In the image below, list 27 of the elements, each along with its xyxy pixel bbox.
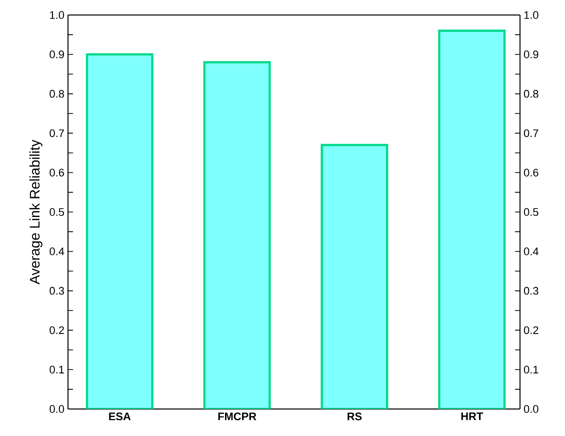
y-tick-label: 0.0: [50, 405, 64, 413]
y2-tick-label: 0.5: [524, 208, 538, 216]
y-tick-label: 0.5: [50, 208, 64, 216]
y-tick-label: 0.8: [50, 90, 64, 98]
y2-tick-label: 1.0: [524, 11, 538, 19]
y-tick-label: 0.4: [50, 248, 64, 256]
y2-tick-label: 0.8: [524, 90, 538, 98]
y-tick-label: 0.3: [50, 286, 64, 295]
y2-tick-label: 0.9: [524, 50, 538, 58]
y-tick-label: 0.1: [50, 366, 64, 374]
y2-tick-label: 0.1: [524, 366, 538, 374]
y-axis-title: Average Link Reliability: [29, 140, 42, 284]
y2-tick-label: 0.6: [524, 168, 538, 176]
y-tick-label: 0.6: [50, 168, 64, 176]
x-tick-label: ESA: [109, 412, 131, 420]
y2-tick-label: 0.3: [524, 286, 538, 295]
y-tick-label: 1.0: [50, 11, 64, 19]
y2-tick-label: 0.0: [524, 405, 538, 413]
y2-tick-label: 0.7: [524, 129, 538, 138]
y-tick-label: 0.7: [50, 129, 64, 138]
x-tick-label: RS: [348, 412, 362, 420]
y2-tick-label: 0.4: [524, 248, 538, 256]
x-tick-label: HRT: [461, 412, 484, 420]
x-tick-label: FMCPR: [218, 412, 256, 420]
y2-tick-label: 0.2: [524, 326, 538, 334]
y-tick-label: 0.9: [50, 50, 64, 58]
y-tick-label: 0.2: [50, 326, 64, 334]
